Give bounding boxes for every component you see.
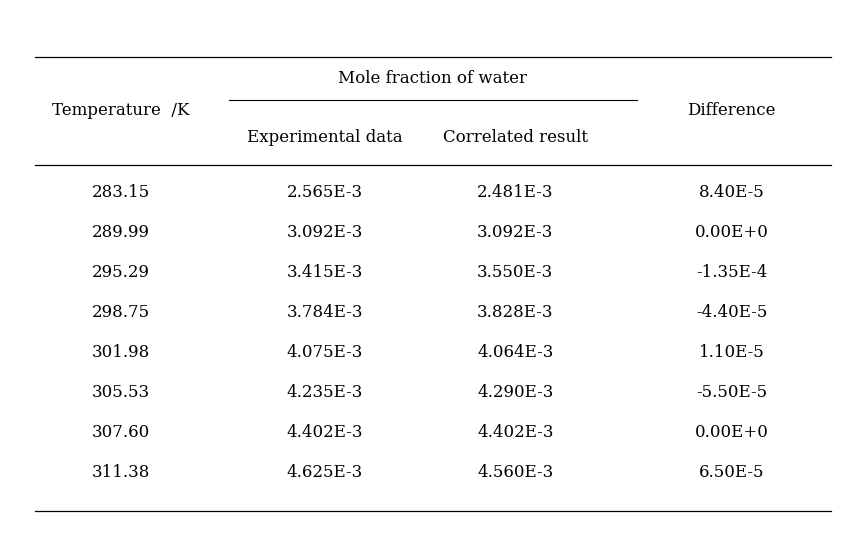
- Text: 289.99: 289.99: [93, 223, 150, 241]
- Text: 301.98: 301.98: [92, 344, 151, 361]
- Text: 4.064E-3: 4.064E-3: [477, 344, 553, 361]
- Text: 2.565E-3: 2.565E-3: [287, 183, 363, 201]
- Text: 311.38: 311.38: [92, 464, 151, 481]
- Text: 1.10E-5: 1.10E-5: [699, 344, 765, 361]
- Text: 4.625E-3: 4.625E-3: [287, 464, 363, 481]
- Text: 0.00E+0: 0.00E+0: [695, 424, 769, 441]
- Text: 8.40E-5: 8.40E-5: [699, 183, 765, 201]
- Text: 3.550E-3: 3.550E-3: [477, 263, 553, 281]
- Text: Experimental data: Experimental data: [247, 129, 403, 147]
- Text: 295.29: 295.29: [93, 263, 150, 281]
- Text: Difference: Difference: [688, 102, 776, 120]
- Text: 305.53: 305.53: [92, 384, 151, 401]
- Text: Correlated result: Correlated result: [443, 129, 588, 147]
- Text: -5.50E-5: -5.50E-5: [696, 384, 767, 401]
- Text: 4.235E-3: 4.235E-3: [287, 384, 363, 401]
- Text: 6.50E-5: 6.50E-5: [699, 464, 765, 481]
- Text: 4.290E-3: 4.290E-3: [477, 384, 553, 401]
- Text: 307.60: 307.60: [92, 424, 151, 441]
- Text: -1.35E-4: -1.35E-4: [696, 263, 767, 281]
- Text: 3.828E-3: 3.828E-3: [477, 304, 553, 321]
- Text: -4.40E-5: -4.40E-5: [696, 304, 767, 321]
- Text: 3.415E-3: 3.415E-3: [287, 263, 363, 281]
- Text: Temperature  /K: Temperature /K: [53, 102, 190, 120]
- Text: 4.075E-3: 4.075E-3: [287, 344, 363, 361]
- Text: 283.15: 283.15: [92, 183, 151, 201]
- Text: 3.784E-3: 3.784E-3: [287, 304, 363, 321]
- Text: 298.75: 298.75: [92, 304, 151, 321]
- Text: 4.402E-3: 4.402E-3: [477, 424, 553, 441]
- Text: Mole fraction of water: Mole fraction of water: [339, 70, 527, 87]
- Text: 3.092E-3: 3.092E-3: [477, 223, 553, 241]
- Text: 4.560E-3: 4.560E-3: [477, 464, 553, 481]
- Text: 4.402E-3: 4.402E-3: [287, 424, 363, 441]
- Text: 2.481E-3: 2.481E-3: [477, 183, 553, 201]
- Text: 0.00E+0: 0.00E+0: [695, 223, 769, 241]
- Text: 3.092E-3: 3.092E-3: [287, 223, 363, 241]
